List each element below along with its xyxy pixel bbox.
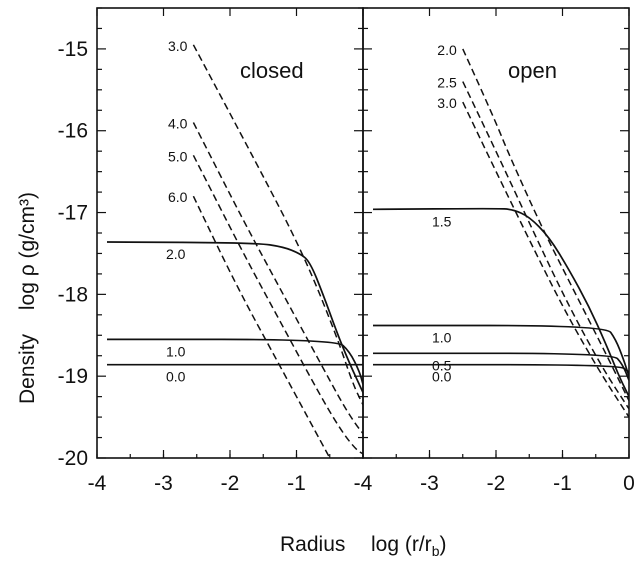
right-x-tick-label: 0 xyxy=(623,472,635,495)
left-curve-label-6.0: 6.0 xyxy=(168,189,188,205)
right-curve-label-1.5: 1.5 xyxy=(432,213,452,229)
left-curve-6.0 xyxy=(192,195,331,458)
y-axis-title-prefix: Density xyxy=(16,333,39,404)
left-curve-label-2.0: 2.0 xyxy=(166,246,186,262)
right-curve-0.5 xyxy=(373,352,629,381)
y-axis-title: Density log ρ (g/cm³) xyxy=(16,192,39,404)
x-axis-title-right-subscript: b xyxy=(432,543,440,559)
right-curve-3.0 xyxy=(462,101,629,418)
left-curve-label-3.0: 3.0 xyxy=(168,38,188,54)
left-x-tick-label: -1 xyxy=(287,472,306,495)
left-curve-label-5.0: 5.0 xyxy=(168,148,188,164)
right-curve-2.5 xyxy=(462,81,629,410)
y-tick-label: -17 xyxy=(58,202,88,225)
x-axis-title-right: log (r/rb) xyxy=(371,533,446,559)
right-curve-label-2.0: 2.0 xyxy=(437,42,457,58)
y-tick-label: -15 xyxy=(58,38,88,61)
right-x-tick-label: -1 xyxy=(553,472,572,495)
left-curve-label-1.0: 1.0 xyxy=(166,343,186,359)
right-curve-label-0.5: 0.5 xyxy=(432,357,452,373)
right-curve-1.0 xyxy=(373,324,629,377)
y-tick-label: -18 xyxy=(58,283,88,306)
y-tick-label: -16 xyxy=(58,120,88,143)
right-x-tick-label: -2 xyxy=(487,472,506,495)
left-panel-frame xyxy=(96,7,364,459)
right-curve-0.0 xyxy=(373,363,629,373)
left-curve-3.0 xyxy=(192,44,363,406)
left-curve-4.0 xyxy=(192,122,363,434)
left-x-tick-label: -2 xyxy=(221,472,240,495)
curves-layer xyxy=(106,44,629,458)
y-tick-label: -20 xyxy=(58,447,88,470)
y-tick-label: -19 xyxy=(58,365,88,388)
left-x-tick-label: -3 xyxy=(154,472,173,495)
left-curve-label-4.0: 4.0 xyxy=(168,116,188,132)
left-x-tick-label: -4 xyxy=(88,472,107,495)
left-curve-2.0 xyxy=(106,241,363,393)
right-curve-label-2.5: 2.5 xyxy=(437,75,457,91)
right-panel-title: open xyxy=(508,58,557,83)
right-x-tick-label: -3 xyxy=(420,472,439,495)
x-axis-title-right-suffix: ) xyxy=(439,533,446,556)
left-curve-5.0 xyxy=(192,154,363,455)
right-curve-2.0 xyxy=(462,48,629,402)
right-curve-label-0.0: 0.0 xyxy=(432,369,452,385)
y-axis-title-main: log ρ (g/cm³) xyxy=(16,192,39,310)
right-panel-frame xyxy=(362,7,630,459)
right-curve-1.5 xyxy=(372,207,629,397)
right-curve-label-3.0: 3.0 xyxy=(437,95,457,111)
right-x-tick-label: -4 xyxy=(354,472,373,495)
x-axis-title-left: Radius xyxy=(280,533,345,556)
left-curve-1.0 xyxy=(107,338,363,385)
left-panel-title: closed xyxy=(240,58,304,83)
x-axis-title-right-main: log (r/r xyxy=(371,533,432,556)
right-curve-label-1.0: 1.0 xyxy=(432,329,452,345)
left-curve-label-0.0: 0.0 xyxy=(166,369,186,385)
labels-layer: -4 -3 -2 -1-20-19-18-17-16-150.01.02.03.04.… xyxy=(58,38,635,495)
